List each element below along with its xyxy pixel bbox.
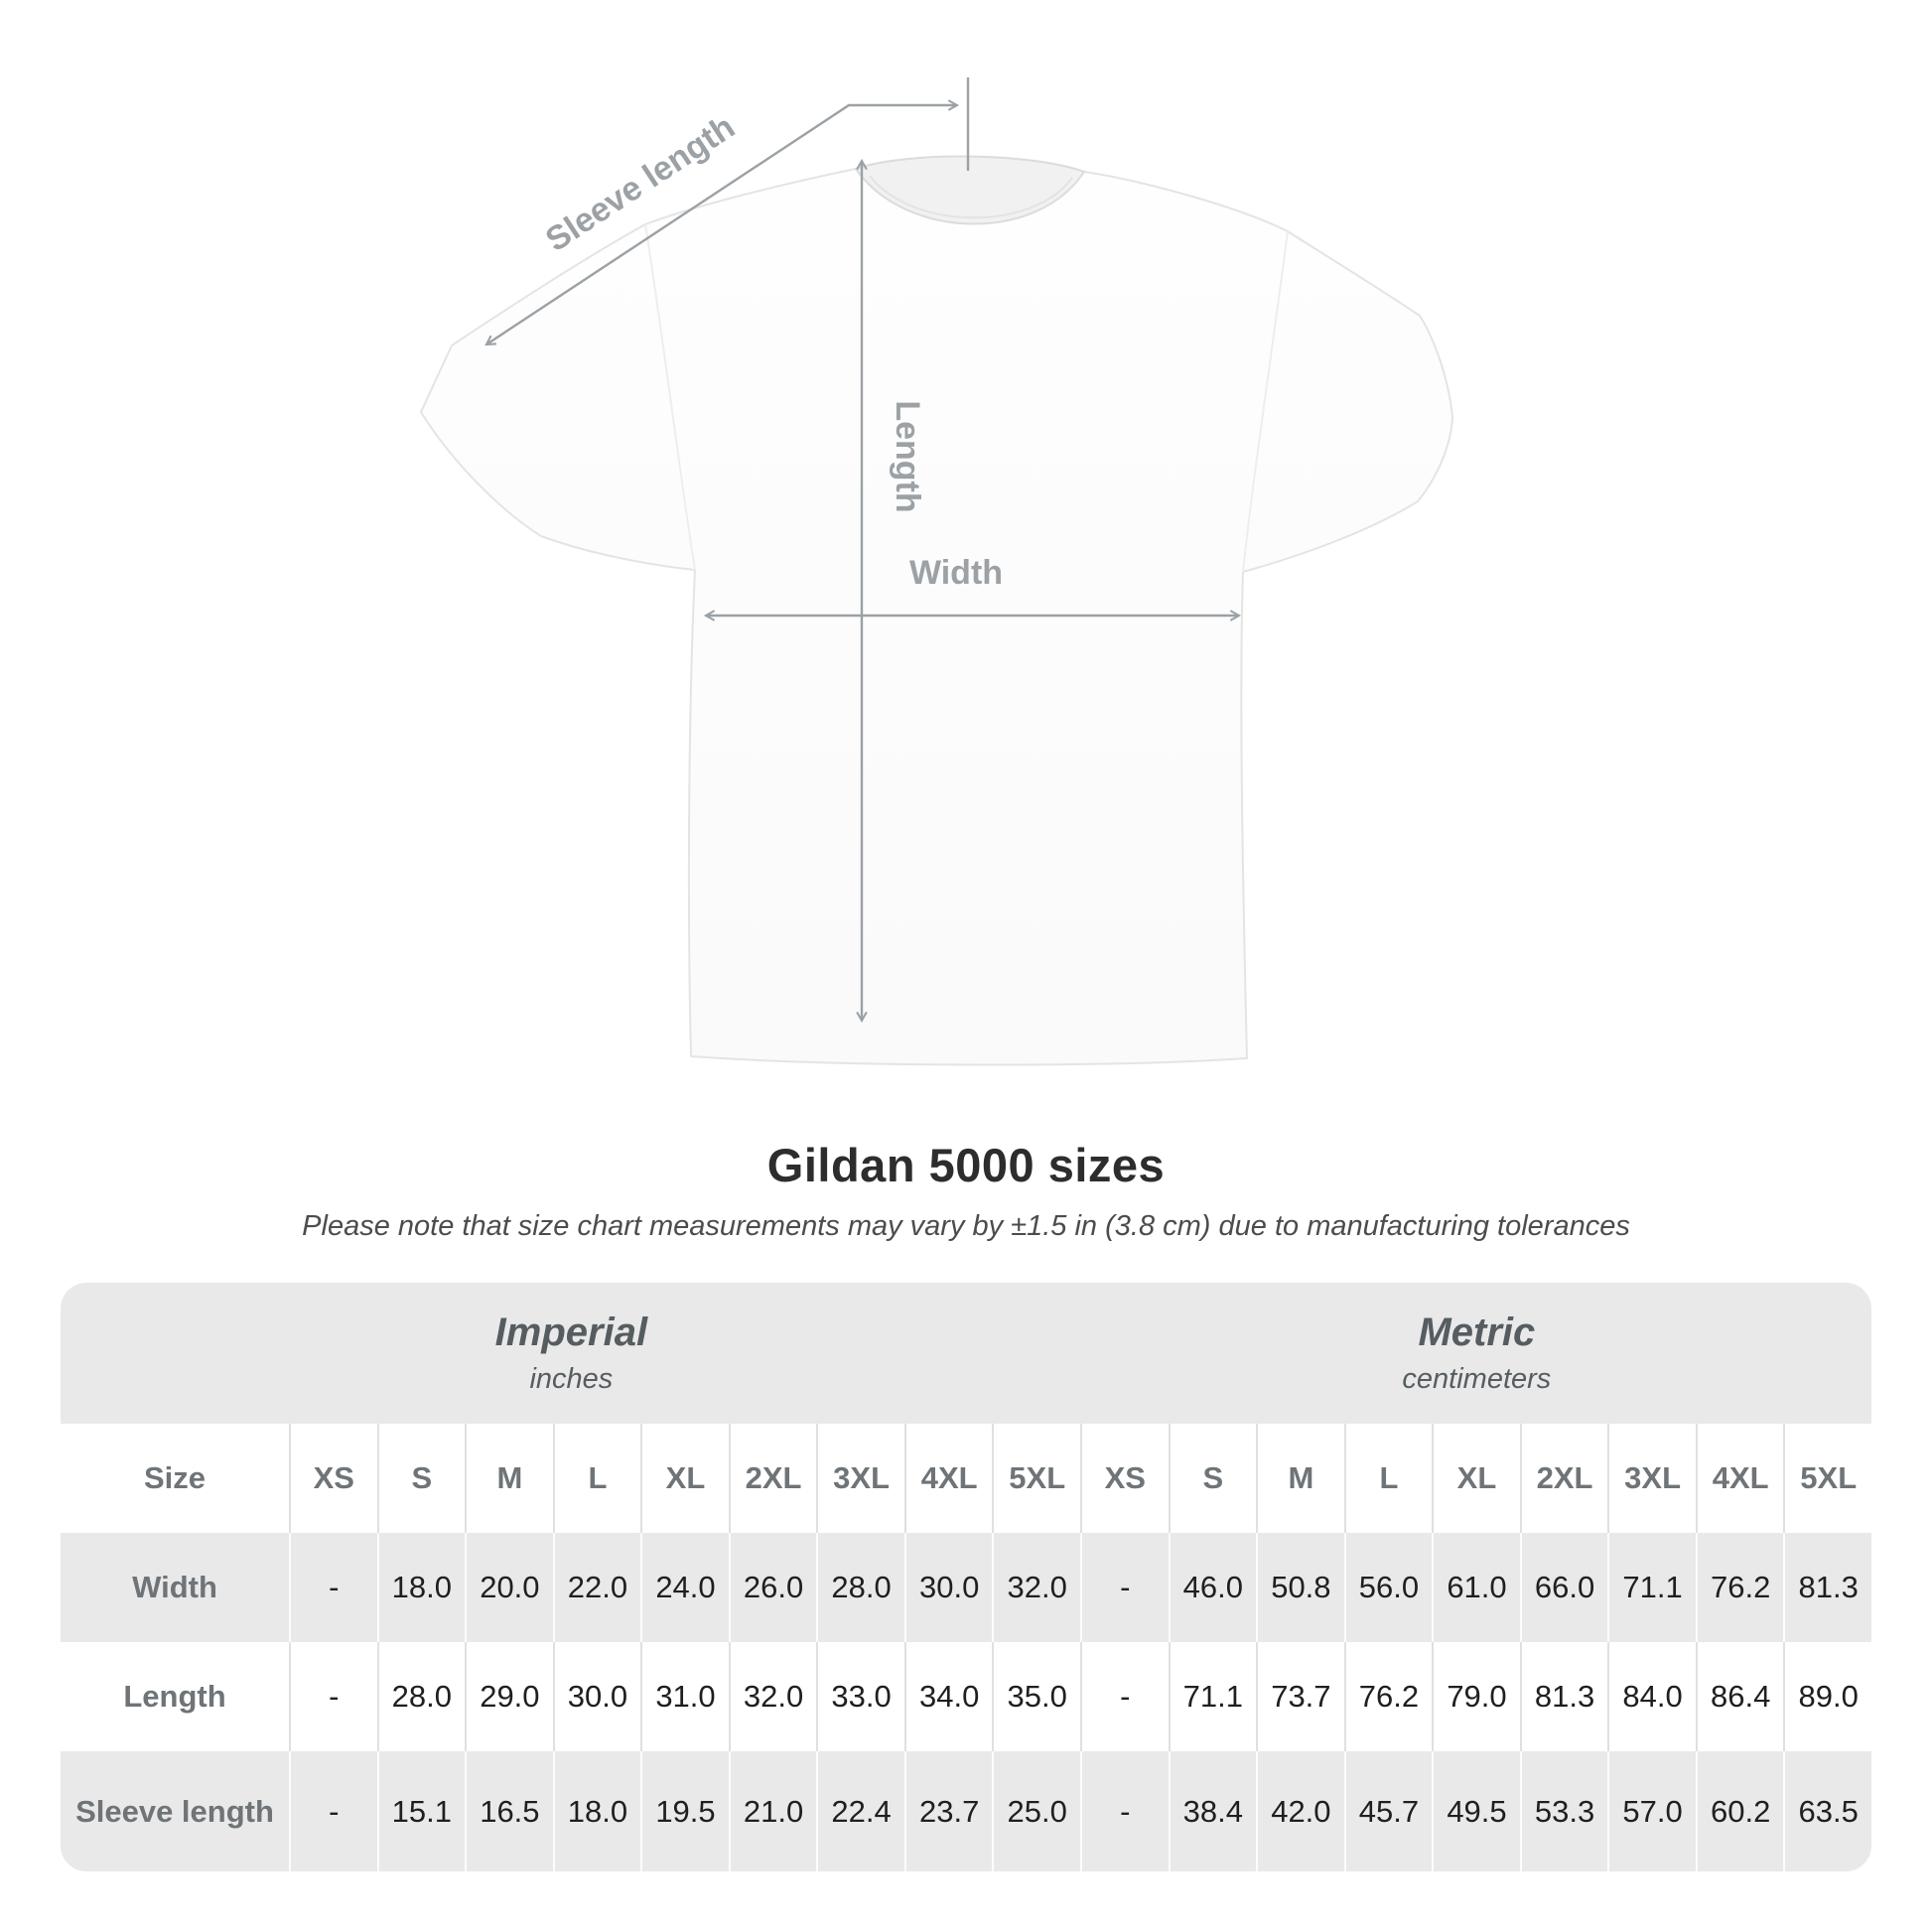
size-column-header: XS — [289, 1424, 377, 1533]
unit-name-imperial: Imperial — [494, 1311, 648, 1354]
measurement-value-cell: 18.0 — [376, 1533, 466, 1642]
measurement-value-cell: 86.4 — [1695, 1642, 1784, 1751]
measurement-value-cell: 38.4 — [1168, 1751, 1257, 1871]
table-row: Length -28.0 29.0 30.0 31.0 32.0 33.0 34.0 35.0-… — [61, 1642, 1871, 1751]
size-table: Imperial inches Metric centimeters Size X… — [61, 1283, 1871, 1871]
table-row: Size XS S M L XL 2XL 3XL 4XL 5XL XS S M L XL 2XL 3XL 4XL 5… — [61, 1424, 1871, 1533]
measurement-value-cell: 56.0 — [1343, 1533, 1433, 1642]
measurement-value-cell: 21.0 — [728, 1751, 817, 1871]
sleeve-length-arrow — [484, 99, 960, 346]
measurement-value-cell: - — [1080, 1751, 1169, 1871]
measurement-value-cell: 30.0 — [903, 1533, 993, 1642]
measurement-value-cell: 53.3 — [1519, 1751, 1608, 1871]
measurement-value-cell: 46.0 — [1168, 1533, 1257, 1642]
table-row: Width -18.0 20.0 22.0 24.0 26.0 28.0 30.0 32.0-4… — [61, 1533, 1871, 1642]
width-label: Width — [909, 554, 1003, 592]
measurement-value-cell: 71.1 — [1607, 1533, 1696, 1642]
measurement-value-cell: 30.0 — [552, 1642, 641, 1751]
measurement-row-label: Sleeve length — [75, 1793, 274, 1829]
measurement-value-cell: 22.4 — [816, 1751, 904, 1871]
tshirt-size-diagram: Sleeve length Length Width — [420, 77, 1453, 1066]
unit-group-imperial: Imperial inches — [61, 1283, 1082, 1424]
measurement-value-cell: - — [1080, 1642, 1169, 1751]
measurement-row-label: Length — [123, 1679, 226, 1714]
unit-sub-metric: centimeters — [1402, 1363, 1552, 1395]
size-column-header: M — [465, 1424, 553, 1533]
measurement-value-cell: 15.1 — [376, 1751, 466, 1871]
measurement-value-cell: - — [289, 1751, 377, 1871]
measurement-value-cell: - — [289, 1533, 377, 1642]
measurement-value-cell: 34.0 — [903, 1642, 993, 1751]
size-column-header: 4XL — [903, 1424, 993, 1533]
measurement-value-cell: 22.0 — [552, 1533, 641, 1642]
size-column-header: L — [552, 1424, 641, 1533]
measurement-value-cell: 71.1 — [1168, 1642, 1257, 1751]
measurement-value-cell: 76.2 — [1343, 1642, 1433, 1751]
unit-sub-imperial: inches — [529, 1363, 614, 1395]
length-label: Length — [889, 400, 926, 512]
measurement-value-cell: 89.0 — [1783, 1642, 1871, 1751]
size-column-header: XL — [1432, 1424, 1520, 1533]
measurement-value-cell: 29.0 — [465, 1642, 553, 1751]
size-column-header: 2XL — [1519, 1424, 1608, 1533]
measurement-value-cell: 57.0 — [1607, 1751, 1696, 1871]
measurement-value-cell: 45.7 — [1343, 1751, 1433, 1871]
unit-group-metric: Metric centimeters — [1082, 1283, 1871, 1424]
measurement-value-cell: 81.3 — [1783, 1533, 1871, 1642]
measurement-value-cell: 32.0 — [992, 1533, 1080, 1642]
page-subtitle: Please note that size chart measurements… — [302, 1210, 1630, 1242]
measurement-value-cell: 16.5 — [465, 1751, 553, 1871]
measurement-value-cell: 63.5 — [1783, 1751, 1871, 1871]
size-column-header: S — [1168, 1424, 1257, 1533]
measurement-value-cell: 66.0 — [1519, 1533, 1608, 1642]
size-column-header: 2XL — [728, 1424, 817, 1533]
tshirt-measurement-figure: Sleeve length Length Width — [420, 77, 1453, 1066]
page-title: Gildan 5000 sizes — [766, 1139, 1166, 1191]
measurement-value-cell: 20.0 — [465, 1533, 553, 1642]
measurement-row-label: Width — [132, 1570, 217, 1604]
measurement-value-cell: 49.5 — [1432, 1751, 1520, 1871]
size-column-header: 5XL — [992, 1424, 1080, 1533]
measurement-value-cell: 23.7 — [903, 1751, 993, 1871]
table-row: Sleeve length -15.1 16.5 18.0 19.5 21.0 22.4 23… — [61, 1751, 1871, 1871]
size-column-header: 5XL — [1783, 1424, 1871, 1533]
measurement-value-cell: 28.0 — [376, 1642, 466, 1751]
measurement-value-cell: 84.0 — [1607, 1642, 1696, 1751]
measurement-value-cell: - — [1080, 1533, 1169, 1642]
measurement-value-cell: 31.0 — [640, 1642, 729, 1751]
measurement-value-cell: - — [289, 1642, 377, 1751]
measurement-value-cell: 79.0 — [1432, 1642, 1520, 1751]
measurement-value-cell: 50.8 — [1256, 1533, 1344, 1642]
measurement-value-cell: 26.0 — [728, 1533, 817, 1642]
measurement-value-cell: 60.2 — [1695, 1751, 1784, 1871]
measurement-value-cell: 33.0 — [816, 1642, 904, 1751]
measurement-value-cell: 32.0 — [728, 1642, 817, 1751]
measurement-value-cell: 76.2 — [1695, 1533, 1784, 1642]
tshirt-outline — [420, 155, 1453, 1066]
measurement-value-cell: 61.0 — [1432, 1533, 1520, 1642]
measurement-value-cell: 28.0 — [816, 1533, 904, 1642]
measurement-value-cell: 18.0 — [552, 1751, 641, 1871]
measurement-value-cell: 73.7 — [1256, 1642, 1344, 1751]
unit-name-metric: Metric — [1418, 1311, 1536, 1354]
tshirt-right-seam — [1242, 230, 1289, 573]
size-column-header: M — [1256, 1424, 1344, 1533]
size-header-label: Size — [143, 1460, 207, 1495]
unit-header-band: Imperial inches Metric centimeters — [61, 1283, 1871, 1424]
size-column-header: 3XL — [1607, 1424, 1696, 1533]
measurement-value-cell: 24.0 — [640, 1533, 729, 1642]
measurement-value-cell: 35.0 — [992, 1642, 1080, 1751]
size-column-header: XL — [640, 1424, 729, 1533]
size-column-header: XS — [1080, 1424, 1169, 1533]
size-column-header: L — [1343, 1424, 1433, 1533]
size-column-header: S — [376, 1424, 466, 1533]
measurement-value-cell: 42.0 — [1256, 1751, 1344, 1871]
measurement-value-cell: 25.0 — [992, 1751, 1080, 1871]
size-column-header: 3XL — [816, 1424, 904, 1533]
size-table-rows: Size XS S M L XL 2XL 3XL 4XL 5XL XS S M L XL 2XL 3XL 4XL 5… — [61, 1424, 1871, 1871]
measurement-value-cell: 19.5 — [640, 1751, 729, 1871]
measurement-value-cell: 81.3 — [1519, 1642, 1608, 1751]
size-column-header: 4XL — [1695, 1424, 1784, 1533]
